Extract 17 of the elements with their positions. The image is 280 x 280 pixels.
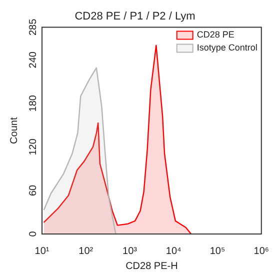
x-tick-label: 10⁶ [254,246,270,257]
y-tick-label: 240 [28,51,39,68]
x-tick-label: 10¹ [34,246,50,257]
y-axis-title: Count [8,117,20,144]
y-tick-label: 180 [28,94,39,112]
y-tick-label: 60 [28,184,39,196]
y-tick-label: 285 [28,18,39,36]
x-tick-label: 10⁵ [210,246,226,257]
y-tick-label: 0 [28,230,39,237]
x-tick-label: 10³ [122,246,138,257]
chart-title: CD28 PE / P1 / P2 / Lym [74,10,196,23]
legend-label: Isotype Control [196,42,258,53]
x-tick-label: 10⁴ [166,246,182,257]
legend-label: CD28 PE [196,30,234,40]
x-axis-title: CD28 PE-H [126,260,178,272]
x-tick-label: 10² [78,246,94,257]
y-tick-label: 120 [28,138,39,156]
